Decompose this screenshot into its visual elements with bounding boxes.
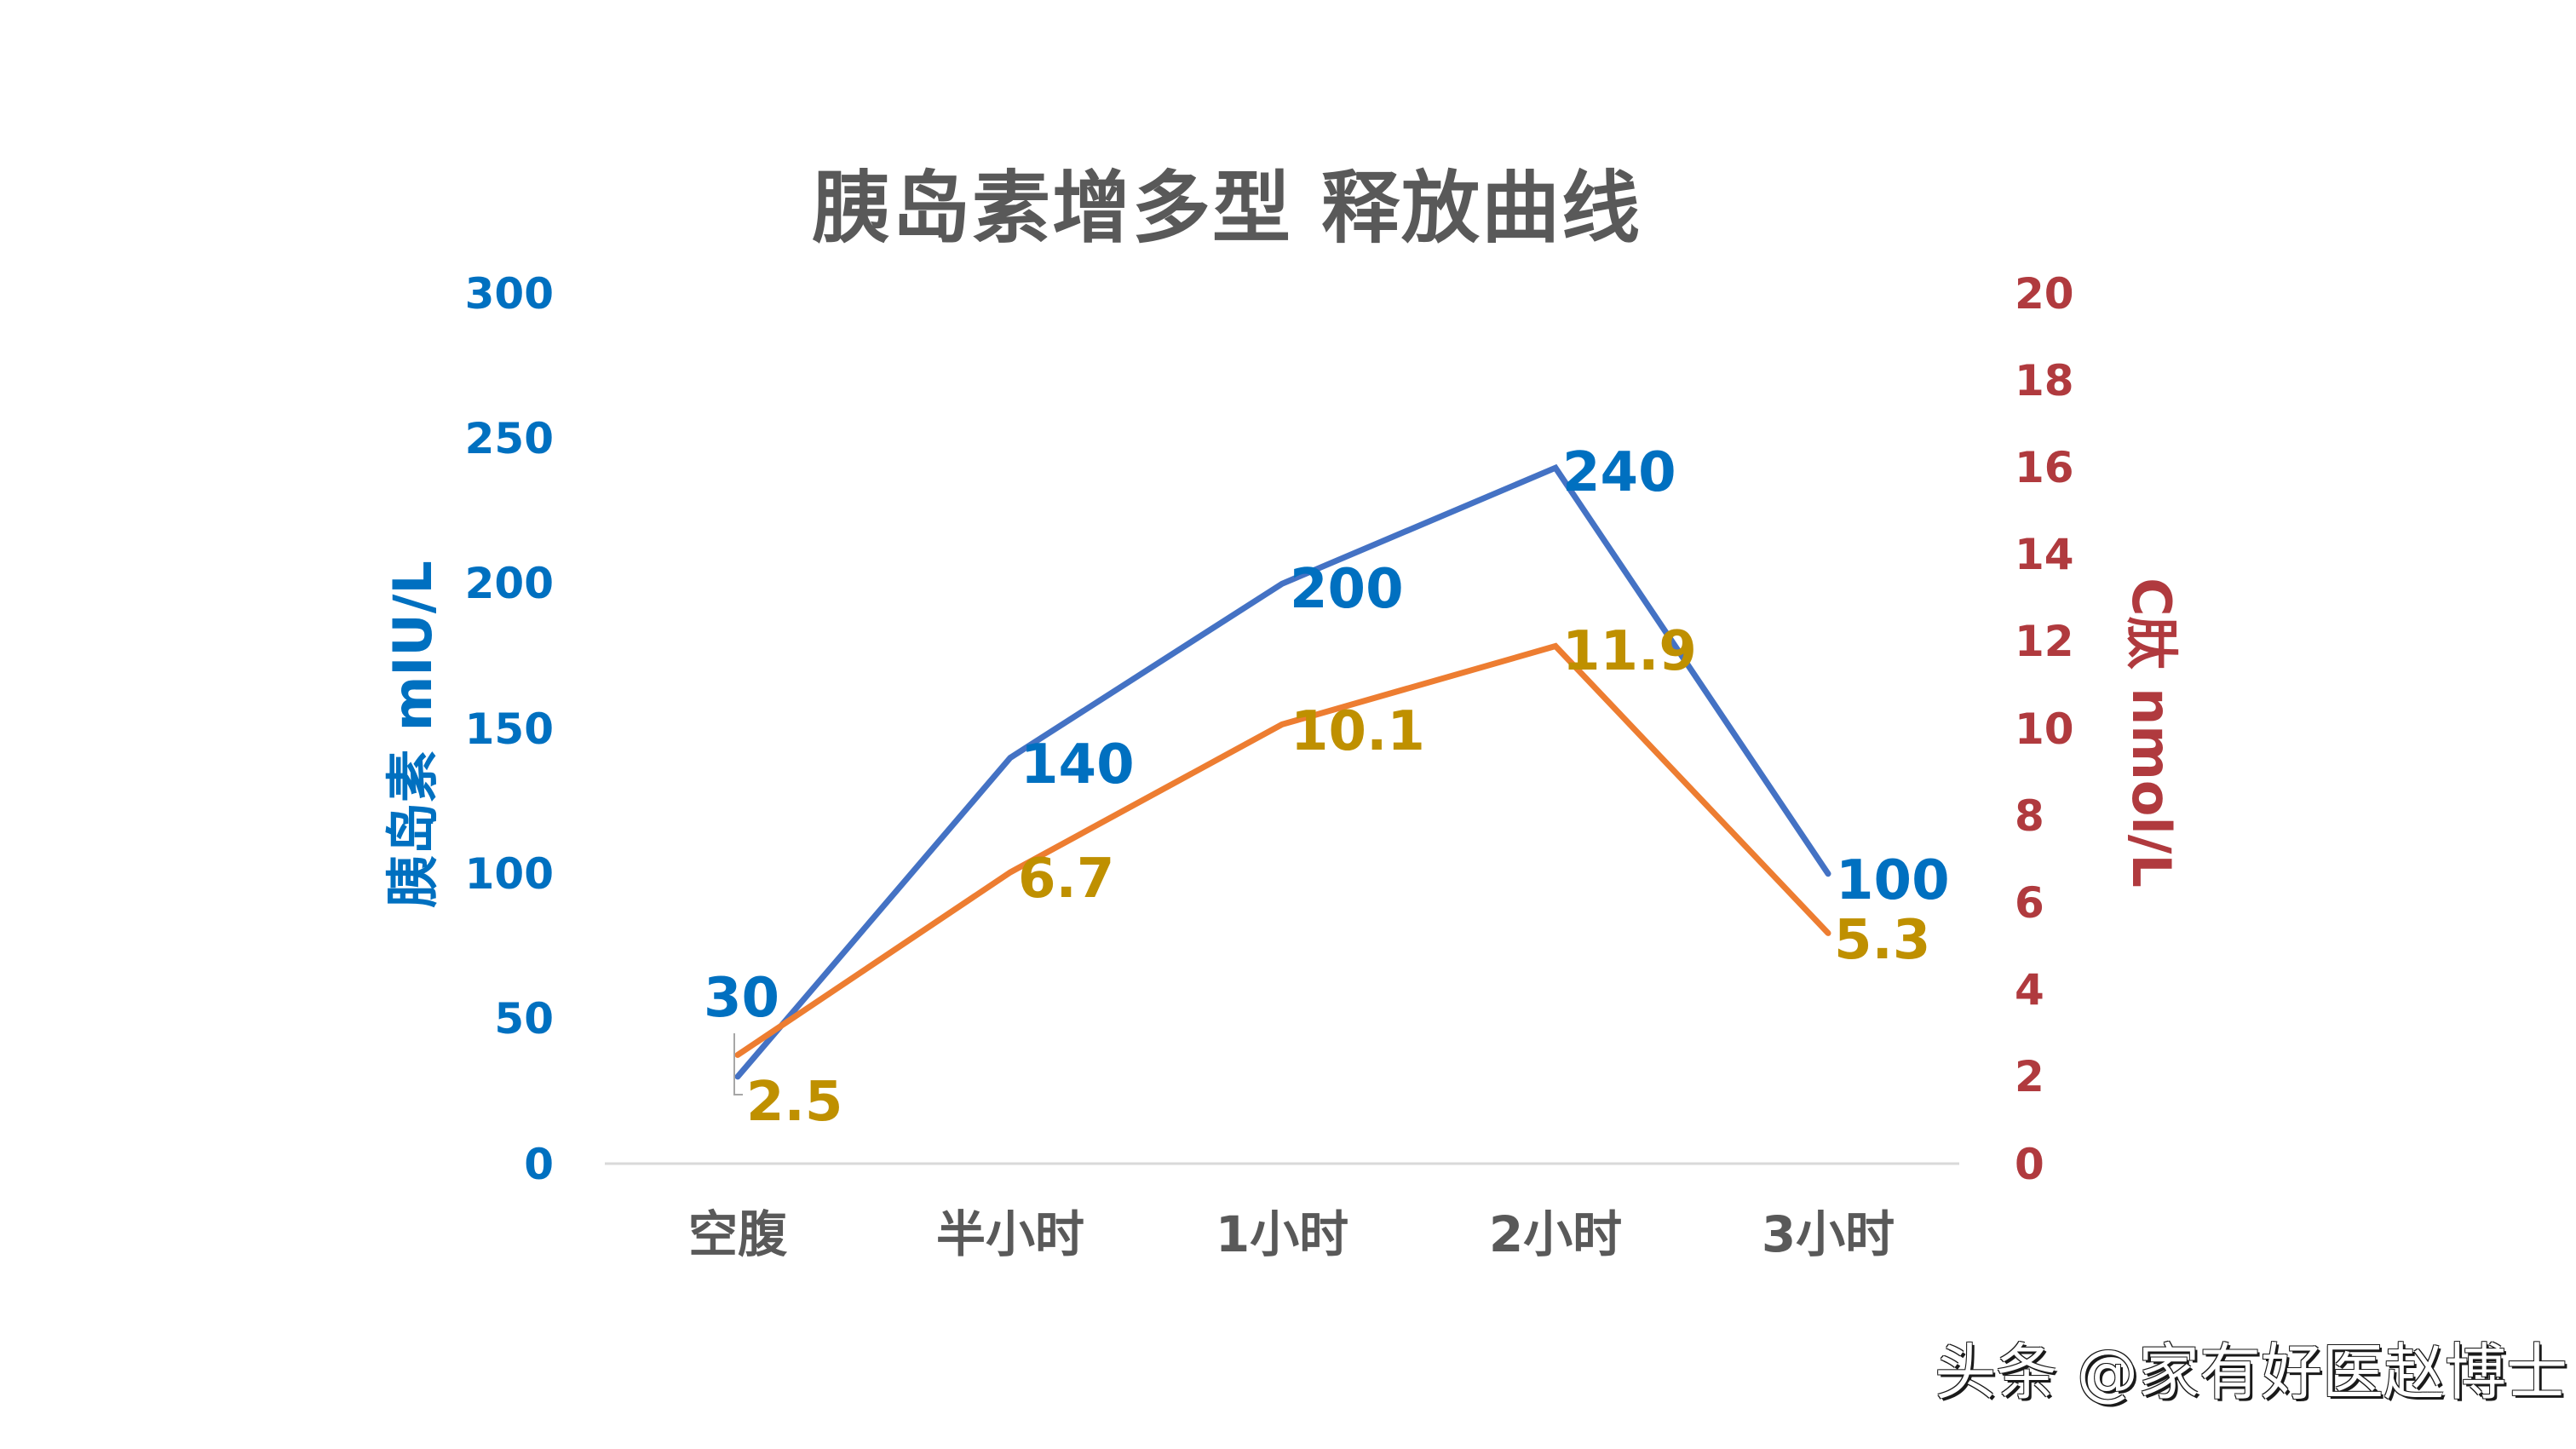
right-axis-tick: 2 [2015,1052,2044,1101]
right-axis-tick: 8 [2015,791,2044,841]
cpeptide-data-label: 2.5 [746,1071,843,1134]
cpeptide-data-label: 10.1 [1291,700,1425,763]
x-axis-category: 半小时 [935,1205,1084,1263]
x-axis-category: 3小时 [1761,1205,1895,1263]
right-axis-tick: 16 [2015,443,2074,492]
x-axis-category: 1小时 [1215,1205,1349,1263]
right-axis-tick: 4 [2015,965,2044,1015]
cpeptide-data-label: 11.9 [1562,620,1697,683]
right-axis-tick: 18 [2015,356,2074,405]
left-axis-tick: 100 [464,849,554,899]
x-axis-category: 2小时 [1488,1205,1623,1263]
cpeptide-data-label: 5.3 [1834,909,1931,972]
right-axis-tick: 0 [2015,1140,2044,1189]
cpeptide-series-line [734,642,1831,1058]
insulin-data-label: 100 [1836,849,1950,912]
right-axis-tick: 12 [2015,617,2074,666]
cpeptide-data-label: 6.7 [1018,848,1115,911]
right-axis-tick: 10 [2015,704,2074,754]
label-leader-line [733,1033,743,1095]
x-axis-category: 空腹 [687,1205,787,1263]
left-axis-tick: 0 [524,1140,554,1189]
left-axis-tick: 50 [494,994,554,1044]
left-axis-tick: 150 [464,704,554,754]
insulin-series-line [734,463,1831,1080]
chart-title: 胰岛素增多型 释放曲线 [811,163,1642,254]
right-axis-tick: 20 [2015,269,2074,319]
right-axis-tick: 6 [2015,878,2044,928]
left-axis-tick: 250 [464,414,554,463]
insulin-data-label: 30 [704,967,780,1030]
insulin-data-label: 200 [1290,558,1404,621]
watermark: 头条 @家有好医赵博士 [1935,1337,2567,1408]
insulin-data-label: 240 [1562,441,1676,504]
left-axis-tick: 200 [464,559,554,608]
insulin-data-label: 140 [1021,733,1135,796]
right-axis-tick: 14 [2015,530,2074,579]
left-axis-tick: 300 [464,269,554,319]
